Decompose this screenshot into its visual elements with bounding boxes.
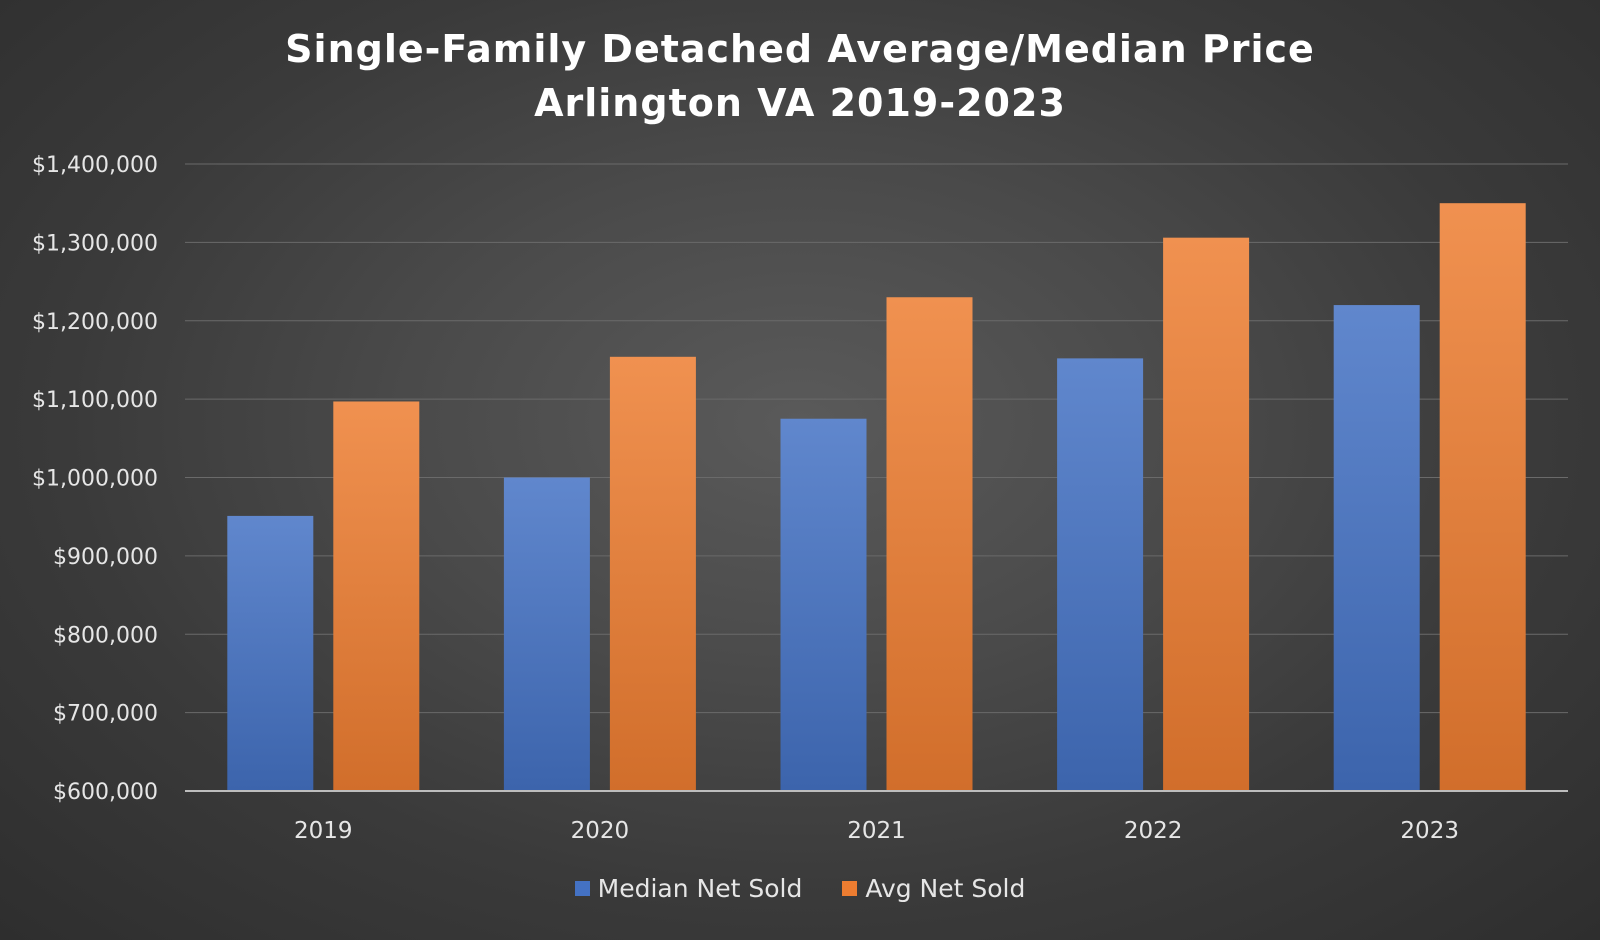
bar-median-2020 <box>503 477 590 791</box>
x-tick-label: 2023 <box>1400 818 1459 844</box>
bars <box>227 203 1526 792</box>
bar-avg-2019 <box>333 401 420 791</box>
chart-subtitle: Arlington VA 2019-2023 <box>534 81 1066 125</box>
chart-title-line-1: Single-Family Detached Average/Median Pr… <box>285 27 1315 71</box>
legend-swatch <box>842 881 858 896</box>
legend-label: Median Net Sold <box>597 874 803 903</box>
bar-avg-2023 <box>1439 203 1526 791</box>
x-tick-label: 2021 <box>847 818 906 844</box>
bar-avg-2022 <box>1163 237 1250 792</box>
y-tick-label: $900,000 <box>53 545 158 570</box>
y-axis-ticks: $600,000 $700,000 $800,000 $900,000 $1,000,0… <box>32 153 158 805</box>
y-tick-label: $800,000 <box>53 623 158 648</box>
legend-label: Avg Net Sold <box>865 874 1026 903</box>
y-tick-label: $1,400,000 <box>32 153 158 178</box>
y-tick-label: $700,000 <box>53 702 158 727</box>
legend-item-median: Median Net Sold <box>574 874 803 903</box>
y-tick-label: $1,100,000 <box>32 388 158 413</box>
y-tick-label: $1,300,000 <box>32 231 158 256</box>
legend-swatch <box>574 881 590 896</box>
legend: Median Net Sold Avg Net Sold <box>0 874 1600 903</box>
y-tick-label: $1,000,000 <box>32 467 158 492</box>
bar-median-2023 <box>1333 305 1420 791</box>
x-tick-label: 2022 <box>1124 818 1183 844</box>
x-tick-label: 2019 <box>294 818 353 844</box>
bar-avg-2020 <box>609 356 696 791</box>
y-tick-label: $600,000 <box>53 780 158 805</box>
x-tick-label: 2020 <box>571 818 630 844</box>
bar-median-2019 <box>227 515 314 791</box>
x-axis-ticks: 2019 2020 2021 2022 2023 <box>294 818 1459 844</box>
y-tick-label: $1,200,000 <box>32 310 158 335</box>
bar-median-2022 <box>1057 358 1144 791</box>
bar-median-2021 <box>780 418 867 791</box>
chart-title: Single-Family Detached Average/Median Pr… <box>0 22 1600 130</box>
legend-item-avg: Avg Net Sold <box>842 874 1025 903</box>
bar-avg-2021 <box>886 297 973 791</box>
